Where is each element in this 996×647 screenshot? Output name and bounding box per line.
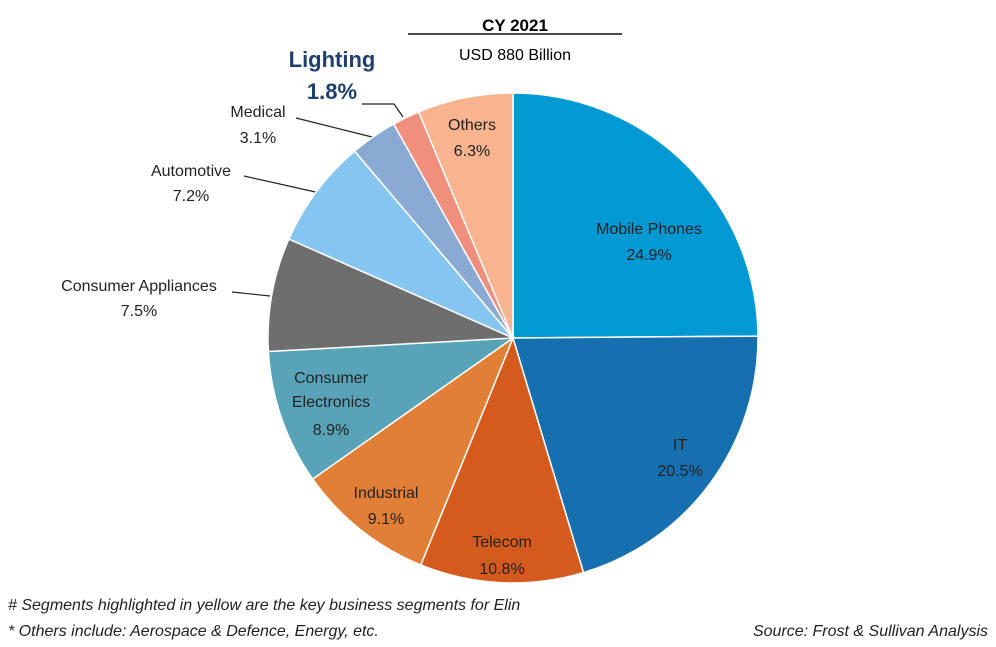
slice-value-label: 7.5% [120,303,158,320]
pie-slice [287,150,514,339]
slice-value-label: 1.8% [306,79,358,104]
slice-label: IT [672,437,688,454]
pie-slice [419,335,585,584]
pie-slice [311,335,515,566]
slice-value-label: 3.1% [239,130,277,147]
slice-value-label: 20.5% [657,463,703,480]
slice-label: Consumer Electronics [291,370,371,411]
slice-value-label: 9.1% [367,511,405,528]
slice-value-label: 10.8% [479,561,525,578]
slice-label: Telecom [472,534,532,551]
leader-line [295,117,377,139]
slice-label: Others [447,117,497,134]
leader-line [362,103,404,118]
slice-label: Automotive [150,163,232,180]
slice-value-label: 24.9% [626,247,672,264]
slice-label: Mobile Phones [596,221,702,238]
slice-label: Industrial [353,485,419,502]
footnote: # Segments highlighted in yellow are the… [8,597,521,614]
leader-line [243,175,321,194]
slice-label: Medical [230,104,286,121]
slice-value-label: 8.9% [312,422,350,439]
slice-value-label: 7.2% [172,188,210,205]
pie-slice [512,92,759,339]
pie-slice [511,335,759,574]
slice-label: Lighting [288,47,376,72]
pie-slice [267,238,514,353]
leader-line [231,291,271,297]
source: Source: Frost & Sullivan Analysis [752,623,988,640]
footnote: * Others include: Aerospace & Defence, E… [8,623,379,640]
slice-value-label: 6.3% [453,143,491,160]
chart-title: CY 2021 [482,16,548,35]
pie-slice [267,337,516,481]
slice-label: Consumer Appliances [61,278,217,295]
chart-subtitle: USD 880 Billion [458,47,572,64]
pie-slice [417,92,514,339]
